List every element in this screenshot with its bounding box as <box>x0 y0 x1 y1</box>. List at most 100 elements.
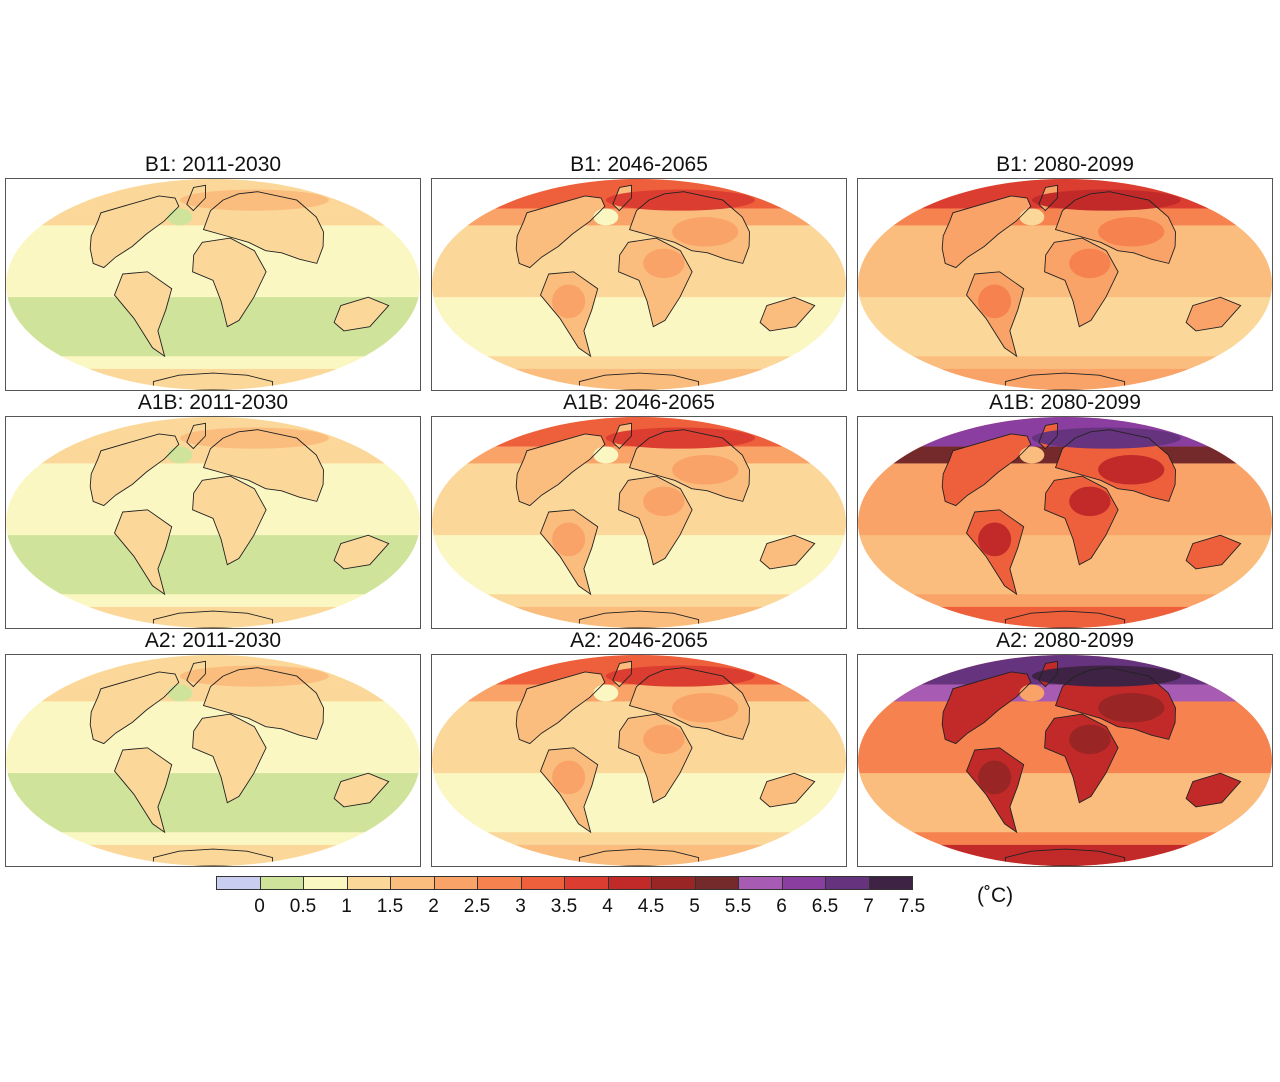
eurasia-coastline <box>202 667 324 740</box>
colorbar-segment <box>520 876 565 890</box>
north-america-warming <box>942 195 1031 268</box>
hotspot-amazon <box>126 284 160 319</box>
north-atlantic-cool-spot <box>1019 684 1045 702</box>
antarctic-band <box>858 606 1272 628</box>
colorbar-segment <box>259 876 304 890</box>
colorbar-tick-label: 3.5 <box>550 896 578 917</box>
north-america-coastline <box>515 433 606 507</box>
panel-title: A2: 2046-2065 <box>570 629 708 652</box>
panel-title: A2: 2011-2030 <box>144 629 282 652</box>
temperature-colorbar: 0 0.5 1 1.5 2 2.5 3 3.5 4 4.5 5 5.5 6 6.5 7 7.5 <box>216 876 925 917</box>
africa-coastline <box>192 237 267 328</box>
map-panel: A2: 2011-2030 <box>5 629 421 867</box>
colorbar-tick-label: 0 <box>254 896 265 917</box>
hotspot-arctic <box>179 189 329 211</box>
hotspot-amazon <box>978 284 1012 319</box>
greenland-coastline <box>612 422 632 450</box>
hotspot-asia <box>672 692 739 723</box>
eurasia-coastline <box>1054 429 1176 502</box>
greenland-coastline <box>186 660 206 688</box>
australia-coastline <box>333 534 390 570</box>
north-atlantic-cool-spot <box>167 446 193 464</box>
greenland-coastline <box>186 422 206 450</box>
antarctica-coastline <box>152 372 274 390</box>
colorbar-segment <box>346 876 391 890</box>
north-america-coastline <box>941 195 1032 269</box>
australia-coastline <box>1185 296 1242 332</box>
australia-warming <box>334 535 389 569</box>
africa-coastline <box>192 713 267 804</box>
north-america-warming <box>90 671 179 744</box>
map-svg <box>6 655 420 866</box>
hotspot-arctic <box>1031 427 1181 449</box>
australia-coastline <box>759 296 816 332</box>
australia-warming <box>1186 773 1241 807</box>
hotspot-sahara <box>643 248 685 279</box>
africa-coastline <box>192 475 267 566</box>
greenland-coastline <box>1038 184 1058 212</box>
panel-title: B1: 2011-2030 <box>144 153 282 176</box>
map-svg <box>432 179 846 390</box>
hotspot-arctic <box>605 665 755 687</box>
map-svg <box>858 179 1272 390</box>
australia-coastline <box>759 534 816 570</box>
north-america-warming <box>942 671 1031 744</box>
antarctica-coastline <box>1004 372 1126 390</box>
map-panel: B1: 2046-2065 <box>431 153 847 391</box>
map-svg <box>858 655 1272 866</box>
north-atlantic-cool-spot <box>593 208 619 226</box>
eurasia-coastline <box>628 667 750 740</box>
map-svg <box>6 417 420 628</box>
north-atlantic-cool-spot <box>1019 446 1045 464</box>
colorbar-tick-label: 0.5 <box>289 896 317 917</box>
colorbar-tick-label: 2.5 <box>463 896 491 917</box>
greenland-coastline <box>612 184 632 212</box>
north-america-coastline <box>515 671 606 745</box>
colorbar-tick-label: 6 <box>776 896 787 917</box>
hotspot-arctic <box>179 427 329 449</box>
south-america-coastline <box>539 271 599 358</box>
colorbar-segment <box>477 876 522 890</box>
south-america-coastline <box>113 747 173 834</box>
map-svg <box>432 655 846 866</box>
africa-coastline <box>618 475 693 566</box>
hotspot-arctic <box>605 427 755 449</box>
south-america-coastline <box>965 747 1025 834</box>
antarctic-band <box>6 368 420 390</box>
north-america-warming <box>516 195 605 268</box>
antarctic-band <box>6 844 420 866</box>
colorbar-tick-label: 4 <box>602 896 613 917</box>
panel-title: A2: 2080-2099 <box>996 629 1134 652</box>
colorbar-segment <box>303 876 348 890</box>
colorbar-segment <box>607 876 652 890</box>
north-america-coastline <box>941 671 1032 745</box>
hotspot-asia <box>1098 454 1165 485</box>
colorbar-units-label: (˚C) <box>977 884 1014 907</box>
hotspot-amazon <box>552 522 586 557</box>
world-map <box>5 654 421 867</box>
hotspot-amazon <box>126 760 160 795</box>
colorbar-segment <box>651 876 696 890</box>
world-map <box>431 416 847 629</box>
colorbar-tick-label: 7 <box>863 896 874 917</box>
eurasia-coastline <box>628 429 750 502</box>
hotspot-asia <box>246 692 313 723</box>
eurasia-coastline <box>628 191 750 264</box>
greenland-coastline <box>1038 422 1058 450</box>
north-atlantic-cool-spot <box>167 208 193 226</box>
australia-warming <box>760 773 815 807</box>
hotspot-amazon <box>552 760 586 795</box>
colorbar-segment <box>868 876 913 890</box>
colorbar-tick-label: 3 <box>515 896 526 917</box>
africa-coastline <box>1044 475 1119 566</box>
australia-coastline <box>1185 772 1242 808</box>
colorbar-segment <box>216 876 261 890</box>
hotspot-asia <box>246 216 313 247</box>
australia-warming <box>1186 297 1241 331</box>
colorbar-tick-label: 2 <box>428 896 439 917</box>
australia-coastline <box>759 772 816 808</box>
colorbar-tick-label: 4.5 <box>637 896 665 917</box>
hotspot-arctic <box>179 665 329 687</box>
north-america-coastline <box>515 195 606 269</box>
north-atlantic-cool-spot <box>1019 208 1045 226</box>
